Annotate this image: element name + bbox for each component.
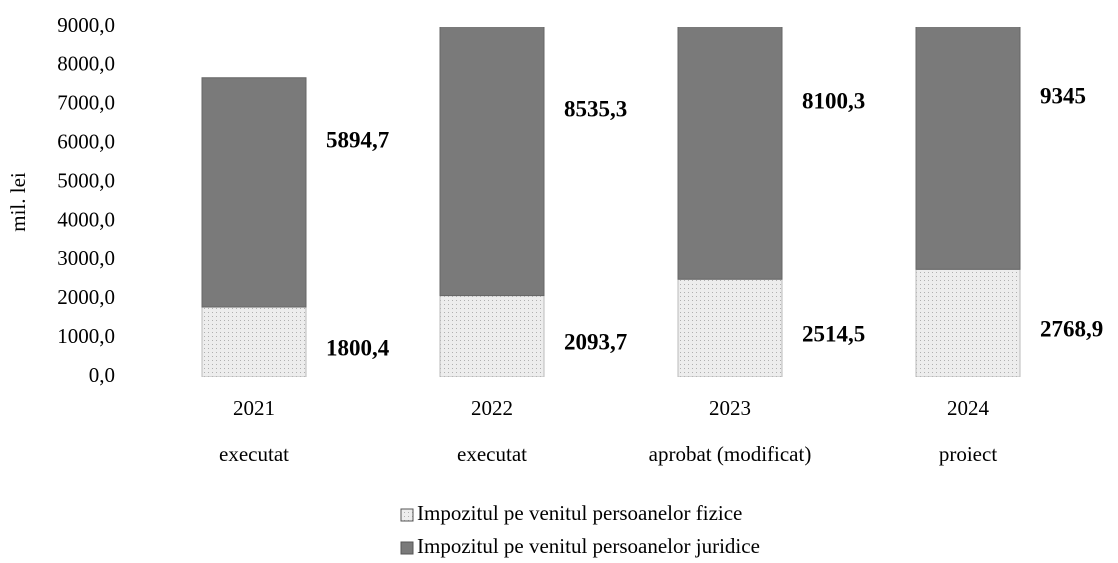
bars bbox=[201, 27, 1021, 377]
value-label: 8535,3 bbox=[564, 97, 627, 122]
value-label: 1800,4 bbox=[326, 335, 390, 360]
y-tick-label: 1000,0 bbox=[57, 324, 115, 348]
y-tick-label: 4000,0 bbox=[57, 207, 115, 231]
y-axis-label: mil. lei bbox=[6, 172, 30, 232]
bar-segment bbox=[677, 278, 783, 377]
bar-segment bbox=[915, 268, 1021, 377]
y-tick-label: 0,0 bbox=[89, 363, 115, 387]
bar-segment bbox=[677, 27, 783, 280]
x-tick-label: 2024 bbox=[947, 396, 990, 420]
value-label: 5894,7 bbox=[326, 128, 389, 153]
bar-segment bbox=[439, 27, 545, 297]
x-tick-label: 2021 bbox=[233, 396, 275, 420]
y-tick-label: 5000,0 bbox=[57, 168, 115, 192]
legend-swatch bbox=[400, 508, 414, 522]
bar-segment bbox=[439, 295, 545, 377]
value-label: 2514,5 bbox=[802, 321, 865, 346]
x-tick-note: executat bbox=[219, 442, 289, 466]
bar-segment bbox=[201, 77, 307, 308]
value-label: 2093,7 bbox=[564, 330, 627, 355]
y-tick-label: 6000,0 bbox=[57, 129, 115, 153]
legend-swatch bbox=[400, 541, 414, 555]
legend-label: Impozitul pe venitul persoanelor fizice bbox=[417, 501, 742, 525]
y-tick-label: 8000,0 bbox=[57, 52, 115, 76]
x-tick-label: 2023 bbox=[709, 396, 751, 420]
x-tick-note: aprobat (modificat) bbox=[649, 442, 812, 466]
value-label: 2768,9 bbox=[1040, 316, 1103, 341]
legend-label: Impozitul pe venitul persoanelor juridic… bbox=[417, 534, 760, 558]
value-label: 9345 bbox=[1040, 83, 1086, 108]
x-tick-note: proiect bbox=[939, 442, 997, 466]
y-tick-label: 9000,0 bbox=[57, 13, 115, 37]
x-tick-label: 2022 bbox=[471, 396, 513, 420]
bar-segment bbox=[201, 306, 307, 377]
y-tick-label: 7000,0 bbox=[57, 91, 115, 115]
bar-segment bbox=[915, 27, 1021, 270]
value-label: 8100,3 bbox=[802, 88, 865, 113]
y-tick-label: 3000,0 bbox=[57, 246, 115, 270]
y-tick-label: 2000,0 bbox=[57, 285, 115, 309]
x-tick-note: executat bbox=[457, 442, 527, 466]
